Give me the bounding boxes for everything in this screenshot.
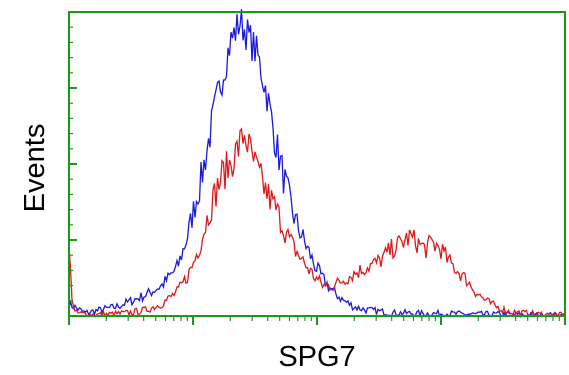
series-layer bbox=[68, 9, 565, 319]
series-line-2 bbox=[68, 127, 565, 319]
series-line-1 bbox=[68, 9, 565, 319]
plot-frame bbox=[68, 11, 566, 317]
y-axis-label: Events bbox=[19, 124, 51, 213]
x-axis-label: SPG7 bbox=[278, 341, 355, 373]
